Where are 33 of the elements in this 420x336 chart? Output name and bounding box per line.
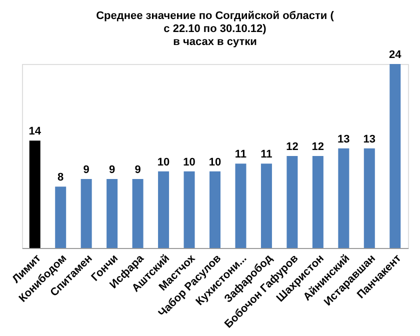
data-label: 8 (58, 172, 64, 184)
data-label: 10 (183, 156, 196, 168)
bar (235, 164, 246, 248)
text: в часах в сутки (173, 36, 257, 48)
bar (260, 164, 272, 248)
data-label: 10 (157, 156, 170, 168)
bar (338, 148, 350, 248)
bar (312, 156, 324, 248)
data-label: 13 (338, 133, 350, 146)
text: Среднее значение по Согдийской области ( (96, 10, 334, 22)
data-label: 12 (312, 141, 324, 153)
data-label: 13 (363, 133, 376, 146)
bar (80, 179, 92, 248)
bar (184, 171, 195, 248)
data-label: 12 (286, 141, 298, 153)
bar (286, 156, 298, 248)
data-label: 9 (83, 164, 90, 176)
data-label: 10 (208, 156, 222, 168)
bar (364, 148, 375, 248)
bar (55, 186, 66, 248)
data-label: 24 (389, 49, 402, 61)
bar (132, 179, 144, 248)
data-label: 14 (28, 126, 42, 138)
data-label: 11 (260, 148, 272, 161)
bar (106, 179, 118, 248)
text: с 22.10 по 30.10.12) (164, 23, 266, 35)
bar (210, 171, 220, 248)
data-label: 9 (134, 164, 141, 176)
bar (29, 140, 40, 248)
bar (390, 64, 401, 248)
bar (158, 171, 170, 248)
data-label: 11 (234, 148, 247, 161)
data-label: 9 (109, 164, 116, 176)
